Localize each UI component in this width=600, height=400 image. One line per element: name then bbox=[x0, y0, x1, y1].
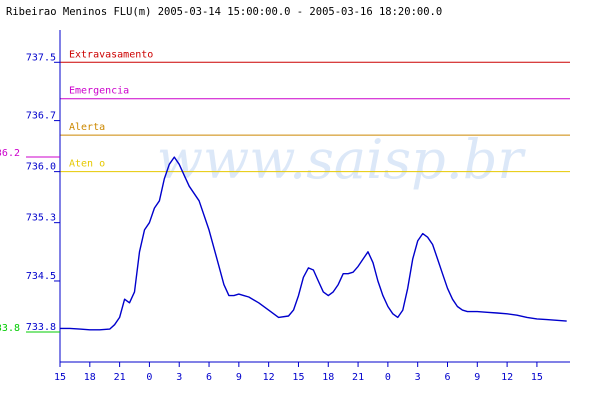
x-tick-label: 21 bbox=[114, 372, 126, 383]
marker-labels: 736.2 733.8 bbox=[0, 148, 60, 334]
x-tick-label: 12 bbox=[263, 372, 275, 383]
x-tick-label: 15 bbox=[54, 372, 66, 383]
x-tick-label: 3 bbox=[415, 372, 421, 383]
x-tick-label: 6 bbox=[206, 372, 212, 383]
x-tick-label: 0 bbox=[385, 372, 391, 383]
threshold-label: Aten o bbox=[69, 159, 105, 170]
y-tick-label: 734.5 bbox=[26, 271, 56, 282]
y-tick-label: 733.8 bbox=[26, 322, 56, 333]
y-axis: 737.5 736.7 736.0 735.3 734.5 733.8 bbox=[26, 30, 61, 362]
threshold-label: Extravasamento bbox=[69, 49, 153, 60]
x-axis: 15 18 21 0 3 6 9 12 15 18 21 0 3 6 9 12 15 bbox=[54, 361, 570, 383]
threshold-lines: Extravasamento Emergencia Alerta Aten o bbox=[60, 49, 570, 173]
threshold-label: Emergencia bbox=[69, 86, 129, 97]
y-tick-label: 735.3 bbox=[26, 213, 56, 224]
marker-label: 736.2 bbox=[0, 148, 20, 159]
y-tick-label: 736.7 bbox=[26, 111, 56, 122]
x-tick-label: 12 bbox=[501, 372, 513, 383]
x-tick-label: 0 bbox=[146, 372, 152, 383]
threshold-label: Alerta bbox=[69, 122, 105, 133]
series-line bbox=[60, 156, 567, 331]
y-tick-label: 737.5 bbox=[26, 52, 56, 63]
watermark-text: www.saisp.br bbox=[157, 128, 527, 191]
x-tick-label: 18 bbox=[322, 372, 334, 383]
x-tick-label: 15 bbox=[292, 372, 304, 383]
x-tick-label: 21 bbox=[352, 372, 364, 383]
x-tick-label: 15 bbox=[531, 372, 543, 383]
x-tick-label: 18 bbox=[84, 372, 96, 383]
x-tick-label: 6 bbox=[444, 372, 450, 383]
series-group bbox=[60, 156, 567, 331]
x-tick-label: 3 bbox=[176, 372, 182, 383]
x-tick-label: 9 bbox=[236, 372, 242, 383]
chart-title: Ribeirao Meninos FLU(m) 2005-03-14 15:00… bbox=[6, 6, 442, 18]
x-tick-label: 9 bbox=[474, 372, 480, 383]
marker-label: 733.8 bbox=[0, 323, 20, 334]
y-tick-label: 736.0 bbox=[26, 162, 56, 173]
